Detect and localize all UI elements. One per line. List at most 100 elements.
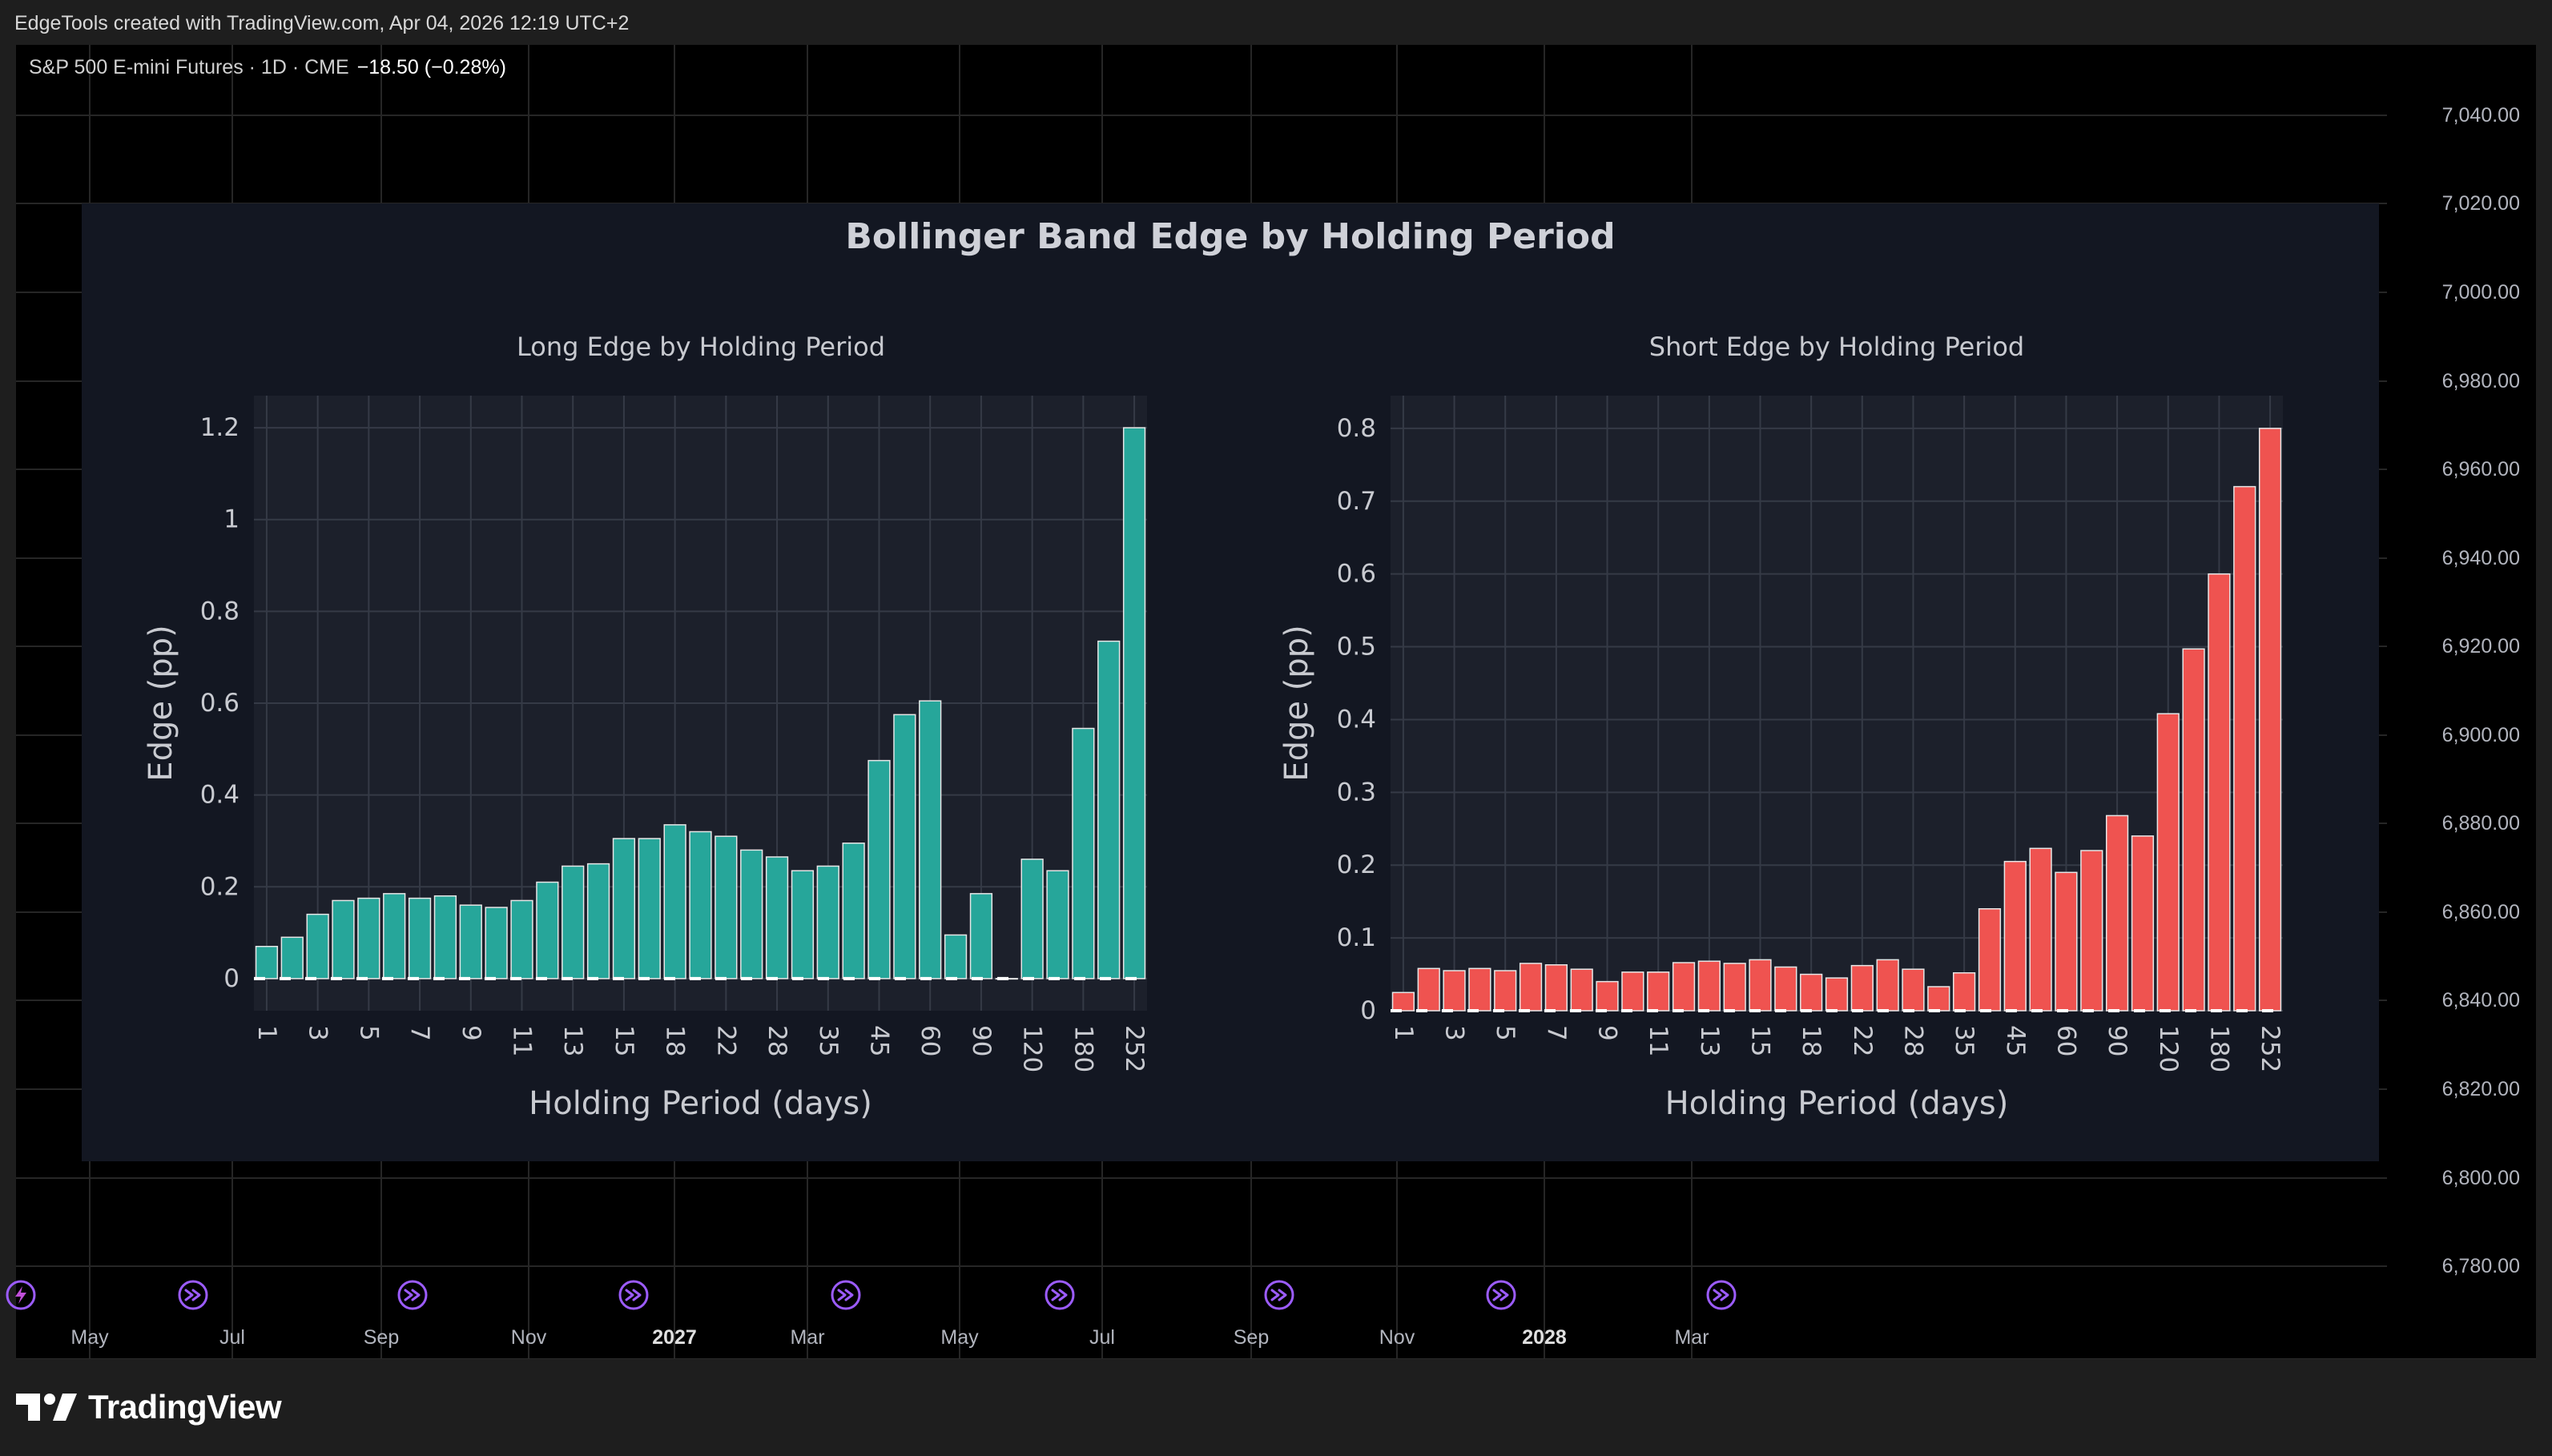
dividend-icon[interactable] [177,1279,209,1311]
bar [740,849,763,979]
y-axis-label: Edge (pp) [1278,625,1315,781]
x-tick-label: 11 [508,1025,537,1056]
bar [1596,980,1619,1012]
y-tick-label: 0.8 [1337,414,1376,443]
bar [1647,971,1670,1012]
price-axis-label: 7,000.00 [2441,281,2520,304]
price-axis-label: 6,800.00 [2441,1167,2520,1189]
bar [842,843,865,979]
dividend-icon[interactable] [1485,1279,1517,1311]
x-tick-label: 7 [1542,1025,1571,1041]
bar [1391,991,1415,1012]
bar [791,870,815,979]
x-tick-label: 5 [1491,1025,1520,1041]
bar [255,946,279,979]
dividend-icon[interactable] [618,1279,650,1311]
bar [663,824,686,979]
figure-title: Bollinger Band Edge by Holding Period [845,216,1616,257]
x-tick-label: 13 [1695,1025,1724,1056]
dividend-icon[interactable] [1705,1279,1737,1311]
symbol-legend[interactable]: S&P 500 E-mini Futures · 1D · CME −18.50 … [29,56,506,79]
tradingview-logo[interactable]: TradingView [16,1388,282,1426]
x-tick-label: 7 [405,1025,434,1041]
time-axis-label: Mar [1674,1326,1709,1349]
bar [2258,428,2282,1012]
x-tick-label: 28 [1898,1025,1927,1056]
time-axis-label: Mar [790,1326,825,1349]
price-axis-label: 6,980.00 [2441,370,2520,392]
time-axis-label: Nov [510,1326,547,1349]
price-axis-label: 6,840.00 [2441,989,2520,1012]
x-tick-label: 252 [2256,1025,2284,1072]
x-tick-label: 120 [1018,1025,1047,1072]
x-tick-label: 1 [1389,1025,1418,1041]
dividend-icon[interactable] [1263,1279,1295,1311]
bar [280,936,304,979]
chart-title: Long Edge by Holding Period [517,332,885,362]
x-tick-label: 22 [711,1025,740,1056]
bar [2131,835,2155,1012]
price-axis-label: 6,860.00 [2441,901,2520,923]
x-tick-label: 1 [252,1025,281,1041]
price-axis-label: 6,900.00 [2441,724,2520,746]
time-axis-label: Sep [363,1326,400,1349]
bar [2233,485,2256,1012]
x-tick-label: 15 [1746,1025,1775,1056]
bar [893,714,916,979]
bar [586,863,610,979]
bar [1519,963,1543,1012]
bar [2105,814,2129,1012]
edge-figure-panel: Bollinger Band Edge by Holding Period 0 0… [82,203,2379,1161]
x-tick-label: 3 [1440,1025,1469,1041]
bar [2156,713,2180,1012]
price-axis-label: 6,880.00 [2441,812,2520,835]
tradingview-logo-icon [16,1394,77,1421]
x-tick-label: 45 [2001,1025,2030,1056]
dividend-icon[interactable] [830,1279,862,1311]
price-axis-label: 6,960.00 [2441,458,2520,481]
x-tick-label: 22 [1848,1025,1877,1056]
y-tick-label: 0 [1360,996,1376,1025]
x-tick-label: 35 [1950,1025,1978,1056]
y-tick-label: 0.8 [200,597,240,625]
edge-figure: 00.20.40.60.811.21 3 5 7 9 11 13 15 18 22 28 35 45 60… [143,332,2284,1122]
bar [306,913,329,979]
bar [1774,966,1797,1012]
y-tick-label: 0.3 [1337,778,1376,806]
price-axis-label: 6,940.00 [2441,547,2520,569]
price-axis-label: 7,020.00 [2441,192,2520,215]
y-tick-label: 0.4 [200,781,240,810]
bar [816,865,839,979]
x-tick-label: 9 [1593,1025,1622,1041]
dividend-icon[interactable] [396,1279,429,1311]
bar [2182,648,2205,1012]
bar [1443,970,1466,1012]
y-tick-label: 0.7 [1337,487,1376,516]
bar [919,700,942,979]
y-tick-label: 0.5 [1337,633,1376,662]
bar [332,899,355,979]
y-tick-label: 0.2 [200,872,240,901]
x-tick-label: 3 [304,1025,332,1041]
bar [1621,971,1644,1012]
time-axis-label: May [70,1326,109,1349]
bar [1020,859,1044,979]
x-tick-label: 60 [916,1025,944,1056]
tradingview-wordmark: TradingView [88,1388,282,1426]
symbol-name: S&P 500 E-mini Futures · 1D · CME [29,56,349,78]
dividend-icon[interactable] [1044,1279,1076,1311]
lightning-icon[interactable] [5,1279,37,1311]
bar [944,934,968,979]
bar [1902,968,1925,1012]
y-tick-label: 1.2 [200,413,240,442]
bar [1953,971,1976,1012]
bar [510,899,533,979]
x-tick-label: 15 [610,1025,638,1056]
x-tick-label: 11 [1644,1025,1672,1056]
x-tick-label: 180 [2204,1025,2233,1072]
time-axis-label: May [940,1326,979,1349]
time-axis-label: 2028 [1522,1326,1567,1349]
price-axis-label: 6,920.00 [2441,635,2520,658]
bar [357,897,380,979]
bar [1468,967,1491,1012]
